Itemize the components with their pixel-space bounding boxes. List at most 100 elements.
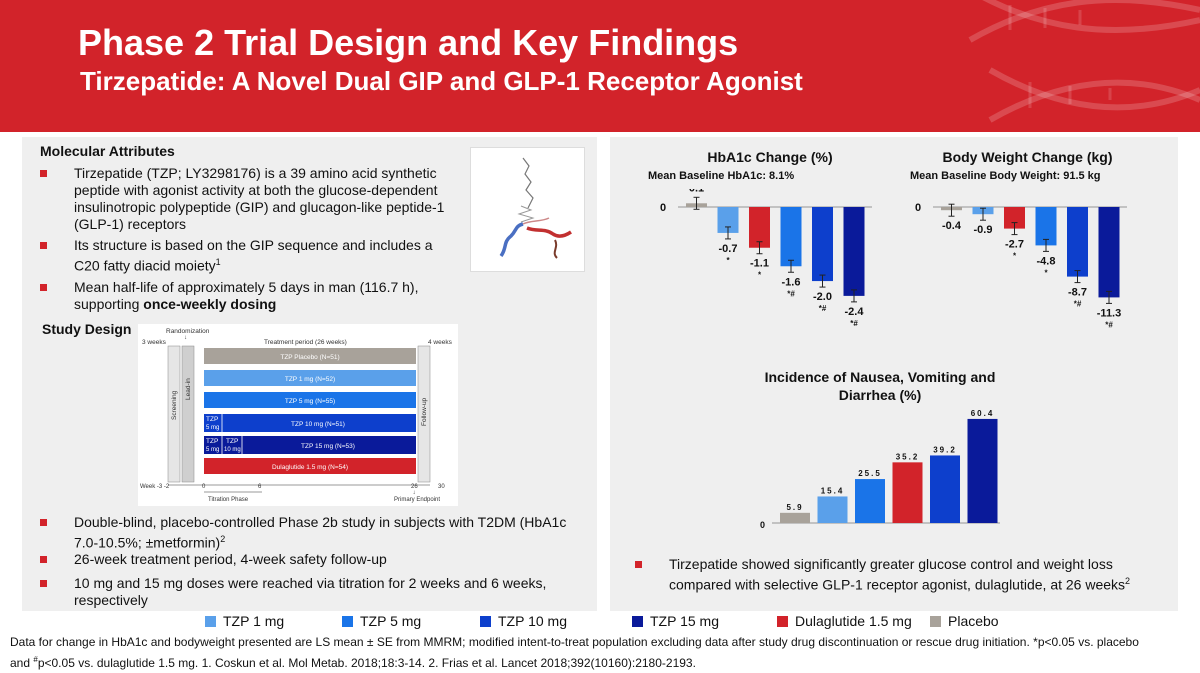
nausea-bar-tzp-10-mg [930,455,960,523]
weight-sig-tzp-15-mg: *# [1105,320,1113,329]
nausea-chart-title: Incidence of Nausea, Vomiting and Diarrh… [730,368,1030,404]
hba1c-sig-tzp-10-mg: *# [819,304,827,313]
conclusion-text: Tirzepatide showed significantly greater… [669,556,1126,593]
arm-15mg-10mg: 10 mg [224,447,241,453]
left-panel: Molecular Attributes Tirzepatide (TZP; L… [22,137,597,611]
legend-swatch [480,616,491,627]
hba1c-bar-tzp-15-mg [843,207,865,296]
legend-label: Dulaglutide 1.5 mg [795,613,912,629]
weight-bar-tzp-10-mg [1067,207,1088,277]
hba1c-value-label-placebo: 0.1 [689,189,704,194]
arm-dula-bar [204,458,416,474]
bullet-text: Tirzepatide (TZP; LY3298176) is a 39 ami… [74,165,445,232]
leadin-bar [181,345,195,483]
molecular-bullet-1: Tirzepatide (TZP; LY3298176) is a 39 ami… [40,165,460,233]
bullet-text: Mean half-life of approximately 5 days i… [74,279,419,295]
legend-swatch [342,616,353,627]
hba1c-bar-tzp-10-mg [812,207,833,282]
arm-placebo-bar [204,348,416,364]
weight-bar-chart: 0-0.4 -0.9-2.7* -4.8*-8.7*#-11.3*# [915,202,1127,329]
hba1c-bar-chart: 00.1-0.7*-1.1*-1.6*#-2.0*#-2.4*# [660,189,872,328]
hba1c-sig-dulaglutide-1-5-mg: * [758,271,762,280]
weight-chart-subtitle: Mean Baseline Body Weight: 91.5 kg [910,170,1101,182]
nausea-value-label-tzp-10-mg: 39.2 [933,445,957,454]
arm-5mg-label: TZP 5 mg (N=55) [285,398,335,405]
footnote-and: and [10,656,31,670]
hba1c-value-label-tzp-5-mg: -1.6 [782,276,801,288]
study-bullet-1: Double-blind, placebo-controlled Phase 2… [40,514,580,552]
randomization-arrow: ↓ [184,335,187,341]
footnote-ref: 2 [220,534,226,544]
nausea-value-label-tzp-5-mg: 25.5 [858,469,882,478]
bullet-text: 26-week treatment period, 4-week safety … [74,551,387,567]
arm-dula-label: Dulaglutide 1.5 mg (N=54) [272,464,348,471]
weight-sig-tzp-5-mg: * [1044,268,1048,277]
legend-swatch [205,616,216,627]
weight-value-label-tzp-5-mg: -4.8 [1037,255,1056,267]
legend-swatch [930,616,941,627]
hba1c-chart-title: HbA1c Change (%) [707,149,833,165]
weight-value-label-tzp-15-mg: -11.3 [1097,307,1121,319]
legend-label: TZP 1 mg [223,613,285,629]
hba1c-value-label-dulaglutide-1-5-mg: -1.1 [750,258,769,270]
study-design-heading: Study Design [42,321,132,337]
screening-bar [167,345,181,483]
nausea-value-label-tzp-15-mg: 60.4 [971,409,995,418]
bullet-marker [40,284,47,291]
followup-label: Follow-up [421,397,428,426]
arm-5mg-bar [204,392,416,408]
hba1c-zero-label: 0 [660,202,666,214]
nausea-value-label-tzp-1-mg: 15.4 [821,486,845,495]
nausea-value-label-dulaglutide-1-5-mg: 35.2 [896,452,920,461]
weight-value-label-placebo: -0.4 [942,220,962,232]
bullet-text: supporting [74,296,140,312]
arm-15mg-bar [204,436,416,454]
bullet-text: 10 mg and 15 mg doses were reached via t… [74,575,547,608]
hba1c-value-label-tzp-10-mg: -2.0 [813,291,832,303]
weight-bar-tzp-5-mg [1035,207,1057,246]
page-title: Phase 2 Trial Design and Key Findings [78,22,739,63]
peptide-structure-icon [499,157,572,259]
bullet-marker [40,170,47,177]
bullet-marker [40,242,47,249]
hba1c-chart-subtitle: Mean Baseline HbA1c: 8.1% [648,170,795,182]
week-0: 0 [202,484,206,490]
chart-legend: TZP 1 mg TZP 5 mg TZP 10 mg TZP 15 mg Du… [205,610,1195,632]
molecular-bullet-3: Mean half-life of approximately 5 days i… [40,279,460,313]
nausea-bar-dulaglutide-1-5-mg [892,462,923,523]
followup-bar [417,345,431,483]
footnote-hash: # [33,655,38,664]
weight-value-label-tzp-10-mg: -8.7 [1068,287,1087,299]
nausea-title-line1: Incidence of Nausea, Vomiting and [764,369,996,385]
study-design-diagram: Randomization ↓ 3 weeks Treatment period… [138,324,458,506]
randomization-label: Randomization [166,328,210,335]
arm-1mg-label: TZP 1 mg (N=52) [285,376,335,383]
legend-label: TZP 5 mg [360,613,422,629]
hba1c-bar-tzp-1-mg [717,207,739,233]
arm-15mg-5mg: 5 mg [206,447,219,453]
weeks3-label: 3 weeks [142,339,167,346]
weight-bar-tzp-15-mg [1098,207,1120,298]
nausea-zero-label: 0 [760,520,765,530]
footnote: Data for change in HbA1c and bodyweight … [10,634,1195,672]
footnote-line2: p<0.05 vs. dulaglutide 1.5 mg. 1. Coskun… [37,656,696,670]
arm-15mg-label: TZP 15 mg (N=53) [301,443,355,450]
weight-chart-title: Body Weight Change (kg) [942,149,1113,165]
weight-value-label-tzp-1-mg: -0.9 [974,224,993,236]
titration-label: Titration Phase [208,497,249,503]
molecular-heading: Molecular Attributes [40,143,175,159]
hba1c-value-label-tzp-1-mg: -0.7 [719,243,738,255]
arm-1mg-bar [204,370,416,386]
hba1c-bar-tzp-5-mg [780,207,802,267]
nausea-bar-tzp-1-mg [817,496,848,523]
arm-15mg-tzp1: TZP [206,438,218,445]
nausea-bar-placebo [780,512,810,523]
arm-placebo-label: TZP Placebo (N=51) [280,354,339,361]
header-banner: Phase 2 Trial Design and Key Findings Ti… [0,0,1200,132]
nausea-bar-tzp-5-mg [855,479,885,523]
nausea-title-line2: Diarrhea (%) [838,387,922,403]
legend-swatch [632,616,643,627]
legend-label: TZP 10 mg [498,613,567,629]
study-bullet-3: 10 mg and 15 mg doses were reached via t… [40,575,580,609]
bullet-marker [40,519,47,526]
